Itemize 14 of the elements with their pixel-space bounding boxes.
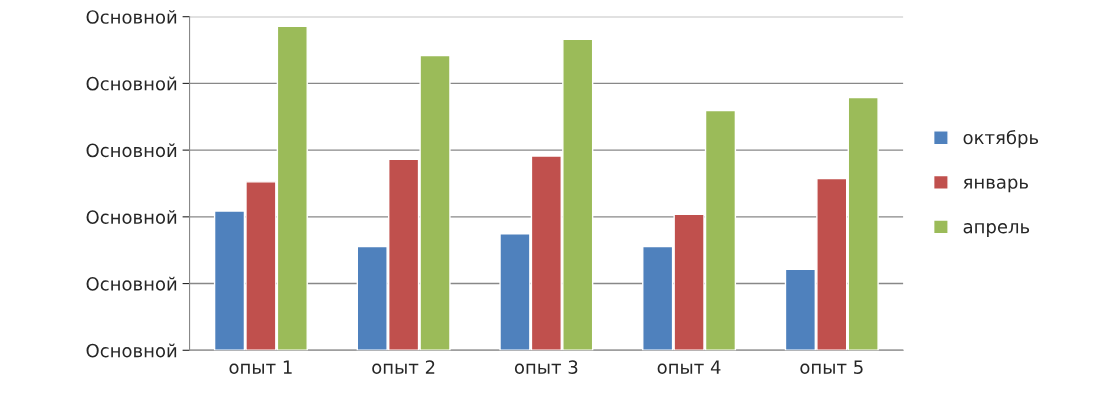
text: Основной	[86, 143, 177, 158]
x-tick-label: опыт 3	[514, 360, 578, 374]
text: Основной	[86, 9, 177, 24]
text: Основной	[86, 210, 177, 224]
legend-label: январь	[963, 178, 1028, 193]
legend-label: апрель	[963, 223, 1030, 237]
x-tick-label: опыт 2	[372, 360, 435, 374]
legend-label: октябрь	[963, 130, 1039, 148]
text: Основной	[86, 276, 177, 291]
x-tick-label: опыт 1	[229, 360, 292, 374]
text: Основной	[86, 76, 177, 91]
x-tick-label: опыт 5	[800, 360, 863, 374]
text: Основной	[86, 343, 177, 358]
x-tick-label: опыт 4	[657, 360, 721, 374]
